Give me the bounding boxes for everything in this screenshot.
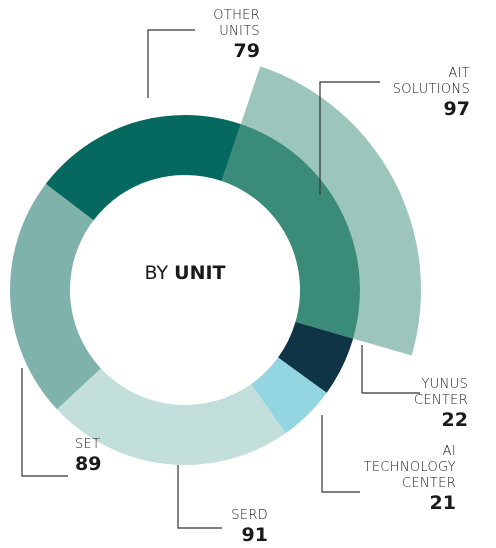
- category-label: SERD: [231, 508, 268, 523]
- category-label: SET: [75, 437, 101, 452]
- leader-line: [147, 29, 195, 98]
- value-label: 79: [233, 40, 260, 62]
- leader-line: [21, 368, 68, 477]
- leader-line: [319, 81, 380, 195]
- slice-label: YUNUS CENTER 22: [414, 377, 468, 431]
- slice-label: AI TECHNOLOGY CENTER 21: [364, 444, 456, 514]
- center-label: BY UNIT: [85, 262, 285, 284]
- slice-label: OTHER UNITS 79: [213, 8, 260, 62]
- value-label: 22: [441, 409, 468, 431]
- category-label: OTHER UNITS: [213, 8, 260, 39]
- donut-slice: [278, 321, 354, 393]
- center-emphasis: UNIT: [174, 262, 226, 284]
- highlight-band: [240, 66, 421, 356]
- center-text: BY: [144, 262, 169, 284]
- donut-slice: [221, 124, 360, 339]
- slice-label: SERD 91: [231, 508, 268, 546]
- value-label: 89: [75, 453, 102, 475]
- value-label: 97: [443, 98, 470, 120]
- slice-label: AIT SOLUTIONS 97: [393, 66, 470, 120]
- leader-line: [177, 465, 222, 529]
- donut-slice: [9, 183, 101, 410]
- value-label: 91: [241, 524, 268, 546]
- donut-slice: [251, 357, 327, 434]
- leader-line: [361, 345, 420, 394]
- donut-slice: [56, 368, 286, 465]
- donut-slice: [45, 115, 241, 221]
- leader-line: [321, 415, 360, 493]
- category-label: AI TECHNOLOGY CENTER: [363, 444, 456, 491]
- category-label: AIT SOLUTIONS: [392, 66, 471, 97]
- slice-label: SET 89: [75, 437, 101, 475]
- category-label: YUNUS CENTER: [414, 377, 469, 408]
- value-label: 21: [429, 492, 456, 514]
